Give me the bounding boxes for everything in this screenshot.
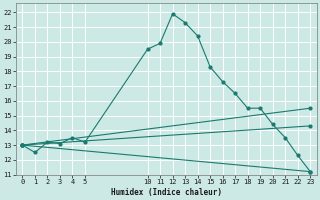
X-axis label: Humidex (Indice chaleur): Humidex (Indice chaleur) <box>111 188 222 197</box>
